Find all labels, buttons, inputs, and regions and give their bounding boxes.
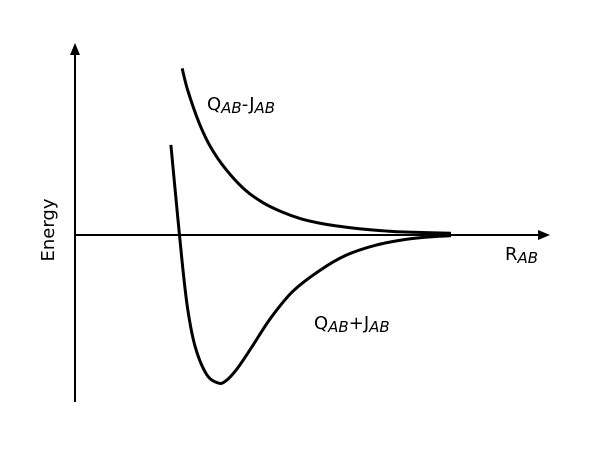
series-line-0 — [180, 68, 452, 235]
series-label-0-part-3: AB — [254, 99, 276, 117]
x-axis-label-sub: AB — [517, 249, 539, 267]
y-axis-label: Energy — [38, 198, 59, 261]
x-axis-label: RAB — [505, 244, 538, 267]
series-line-1 — [169, 144, 452, 385]
series-label-0-part-2: -J — [242, 94, 255, 115]
series-label-0-part-0: Q — [207, 94, 221, 115]
series-layer — [169, 68, 452, 385]
y-axis-arrowhead — [70, 43, 80, 55]
series-label-1-part-0: Q — [314, 313, 328, 334]
x-axis-label-main: R — [505, 244, 518, 265]
series-label-0-part-1: AB — [220, 99, 242, 117]
axes — [70, 43, 550, 402]
series-label-0: QAB-JAB — [207, 94, 275, 117]
x-axis-arrowhead — [538, 230, 550, 240]
series-label-1-part-1: AB — [327, 318, 349, 336]
series-label-1-part-2: +J — [349, 313, 369, 334]
series-label-1: QAB+JAB — [314, 313, 390, 336]
series-label-1-part-3: AB — [368, 318, 390, 336]
